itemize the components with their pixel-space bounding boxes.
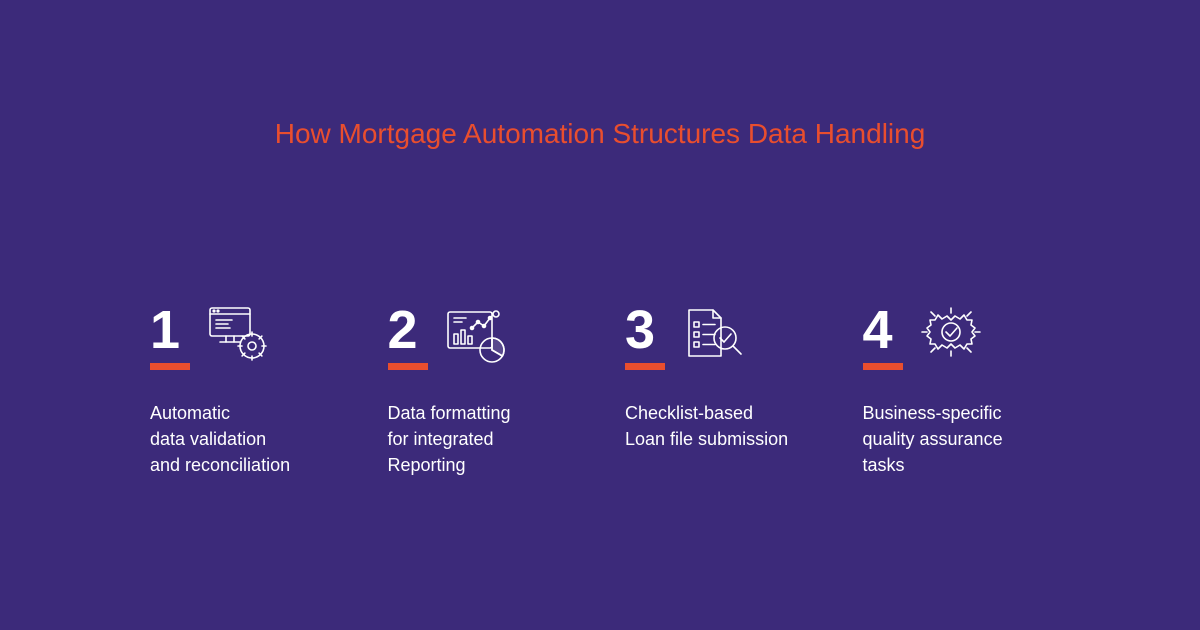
item-description: Data formattingfor integratedReporting	[388, 400, 596, 478]
checklist-magnify-icon	[679, 302, 747, 370]
page-title: How Mortgage Automation Structures Data …	[0, 118, 1200, 150]
number-block: 3	[625, 303, 665, 370]
item-description: Checklist-basedLoan file submission	[625, 400, 833, 452]
number-block: 1	[150, 303, 190, 370]
items-row: 1	[150, 300, 1070, 478]
number-block: 2	[388, 303, 428, 370]
item-head: 2	[388, 300, 596, 372]
item-number: 3	[625, 303, 655, 357]
chart-report-icon	[442, 302, 510, 370]
badge-check-icon	[917, 302, 985, 370]
item-description: Automaticdata validationand reconciliati…	[150, 400, 358, 478]
number-block: 4	[863, 303, 903, 370]
item-1: 1	[150, 300, 358, 478]
item-head: 4	[863, 300, 1071, 372]
item-4: 4 Business-specificqua	[863, 300, 1071, 478]
accent-underline	[388, 363, 428, 370]
item-number: 2	[388, 303, 418, 357]
accent-underline	[150, 363, 190, 370]
item-number: 1	[150, 303, 180, 357]
item-2: 2	[388, 300, 596, 478]
item-3: 3 Checklist-basedLoan	[625, 300, 833, 478]
monitor-gear-icon	[204, 302, 272, 370]
item-number: 4	[863, 303, 893, 357]
accent-underline	[863, 363, 903, 370]
item-head: 3	[625, 300, 833, 372]
item-head: 1	[150, 300, 358, 372]
item-description: Business-specificquality assurancetasks	[863, 400, 1071, 478]
accent-underline	[625, 363, 665, 370]
